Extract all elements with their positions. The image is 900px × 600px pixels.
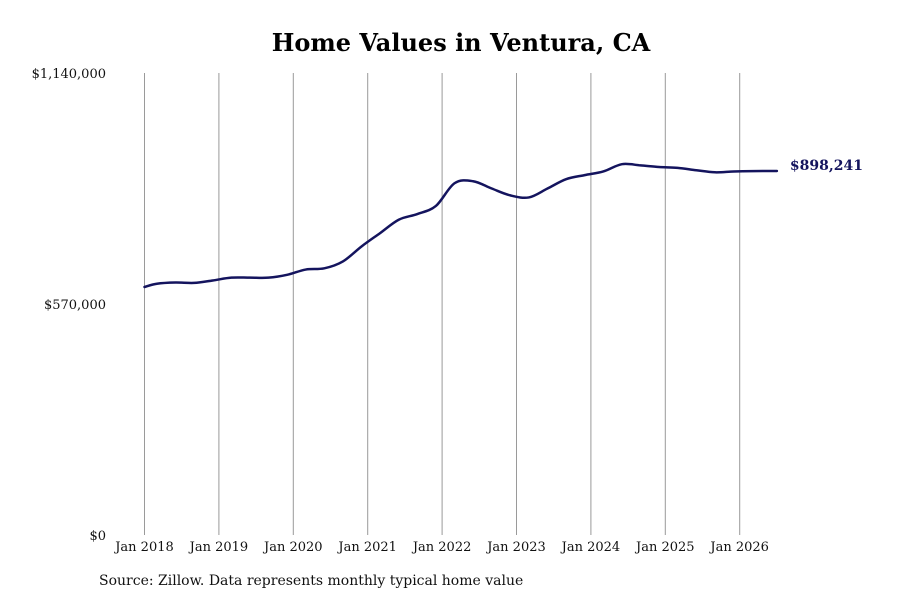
x-tick-label: Jan 2020 [262,540,323,555]
end-value-label: $898,241 [790,158,863,174]
y-tick-label: $570,000 [44,298,106,313]
chart-title: Home Values in Ventura, CA [271,28,651,57]
y-axis-ticks: $0 $570,000 $1,140,000 [32,67,106,544]
x-tick-label: Jan 2024 [560,540,621,555]
x-tick-label: Jan 2021 [336,540,397,555]
x-tick-label: Jan 2018 [113,540,174,555]
x-tick-label: Jan 2026 [708,540,769,555]
x-tick-label: Jan 2025 [634,540,695,555]
x-tick-label: Jan 2022 [411,540,472,555]
series-group: $898,241 [143,158,863,289]
source-note: Source: Zillow. Data represents monthly … [99,573,524,589]
gridlines [144,73,741,535]
x-axis-ticks: Jan 2018 Jan 2019 Jan 2020 Jan 2021 Jan 2022… [113,540,769,555]
x-tick-label: Jan 2023 [485,540,546,555]
x-tick-label: Jan 2019 [188,540,249,555]
y-tick-label: $0 [89,529,106,544]
series-line [143,162,779,289]
y-tick-label: $1,140,000 [32,67,106,82]
